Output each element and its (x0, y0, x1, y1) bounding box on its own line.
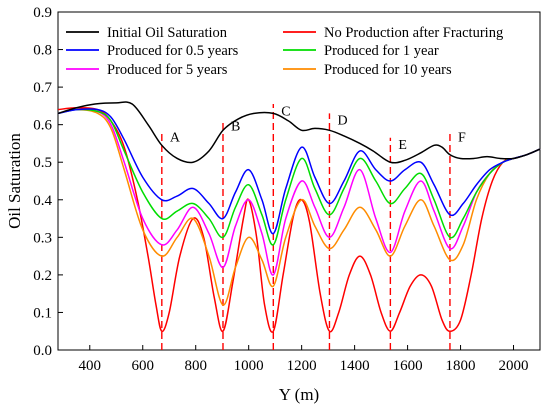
series-line-3 (57, 108, 541, 246)
series-line-4 (57, 108, 541, 276)
legend-label-1: No Production after Fracturing (324, 25, 503, 41)
x-tick-label: 1800 (446, 358, 476, 374)
series-line-0 (57, 101, 541, 164)
fracture-markers: A B C D E F (161, 104, 466, 350)
series-lines (57, 101, 541, 333)
marker-label-d: D (337, 114, 347, 129)
marker-label-a: A (170, 131, 181, 146)
legend-label-4: Produced for 5 years (107, 62, 228, 78)
y-tick-label: 0.3 (33, 230, 52, 246)
marker-label-b: B (231, 119, 240, 134)
y-tick-label: 0.2 (33, 268, 52, 284)
series-line-2 (57, 108, 541, 235)
x-tick-label: 400 (79, 358, 102, 374)
axis-ticks: 400 600 800 1000 1200 1400 1600 1800 2000 0.0 0.1 0… (33, 5, 528, 374)
x-tick-label: 800 (184, 358, 207, 374)
marker-label-c: C (281, 104, 290, 119)
y-tick-label: 0.0 (33, 343, 52, 359)
y-tick-label: 0.8 (33, 43, 52, 59)
series-line-1 (57, 107, 541, 333)
x-tick-label: 600 (131, 358, 154, 374)
y-tick-label: 0.4 (33, 193, 52, 209)
legend-label-3: Produced for 1 year (324, 43, 439, 59)
series-line-5 (57, 108, 541, 306)
x-tick-label: 1000 (234, 358, 264, 374)
marker-label-e: E (398, 138, 407, 153)
marker-label-f: F (458, 131, 466, 146)
plot-frame (57, 11, 541, 351)
legend-label-2: Produced for 0.5 years (107, 43, 239, 59)
y-tick-label: 0.9 (33, 5, 52, 21)
x-tick-label: 2000 (499, 358, 529, 374)
legend: Initial Oil Saturation No Production afte… (66, 25, 503, 78)
x-tick-label: 1600 (393, 358, 423, 374)
x-axis-title: Y (m) (279, 385, 319, 404)
y-tick-label: 0.6 (33, 118, 52, 134)
legend-label-0: Initial Oil Saturation (107, 25, 228, 41)
y-tick-label: 0.7 (33, 80, 52, 96)
y-axis-title: Oil Saturation (5, 133, 24, 229)
y-tick-label: 0.5 (33, 155, 52, 171)
legend-label-5: Produced for 10 years (324, 62, 452, 78)
x-tick-label: 1200 (287, 358, 317, 374)
x-tick-label: 1400 (340, 358, 370, 374)
y-tick-label: 0.1 (33, 305, 52, 321)
